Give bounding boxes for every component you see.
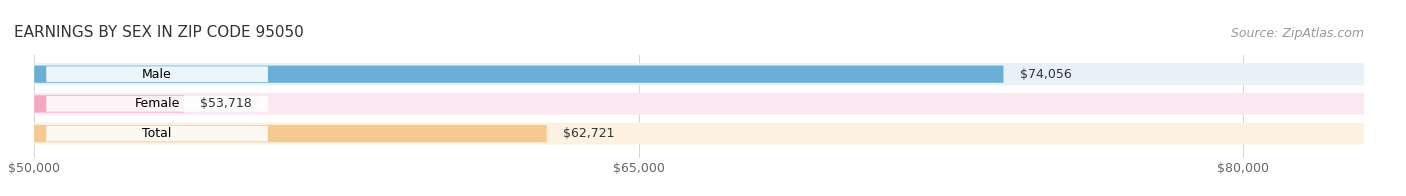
FancyBboxPatch shape (34, 66, 1004, 83)
Text: Male: Male (142, 68, 172, 81)
FancyBboxPatch shape (34, 63, 1364, 85)
Text: Source: ZipAtlas.com: Source: ZipAtlas.com (1230, 27, 1364, 40)
Text: Female: Female (135, 97, 180, 110)
Text: $74,056: $74,056 (1019, 68, 1071, 81)
FancyBboxPatch shape (34, 122, 1364, 145)
FancyBboxPatch shape (46, 126, 269, 142)
FancyBboxPatch shape (34, 93, 1364, 115)
FancyBboxPatch shape (34, 125, 547, 142)
FancyBboxPatch shape (46, 66, 269, 82)
Text: Total: Total (142, 127, 172, 140)
FancyBboxPatch shape (46, 96, 269, 112)
Text: EARNINGS BY SEX IN ZIP CODE 95050: EARNINGS BY SEX IN ZIP CODE 95050 (14, 25, 304, 40)
FancyBboxPatch shape (34, 95, 184, 113)
Text: $62,721: $62,721 (562, 127, 614, 140)
Text: $53,718: $53,718 (200, 97, 252, 110)
